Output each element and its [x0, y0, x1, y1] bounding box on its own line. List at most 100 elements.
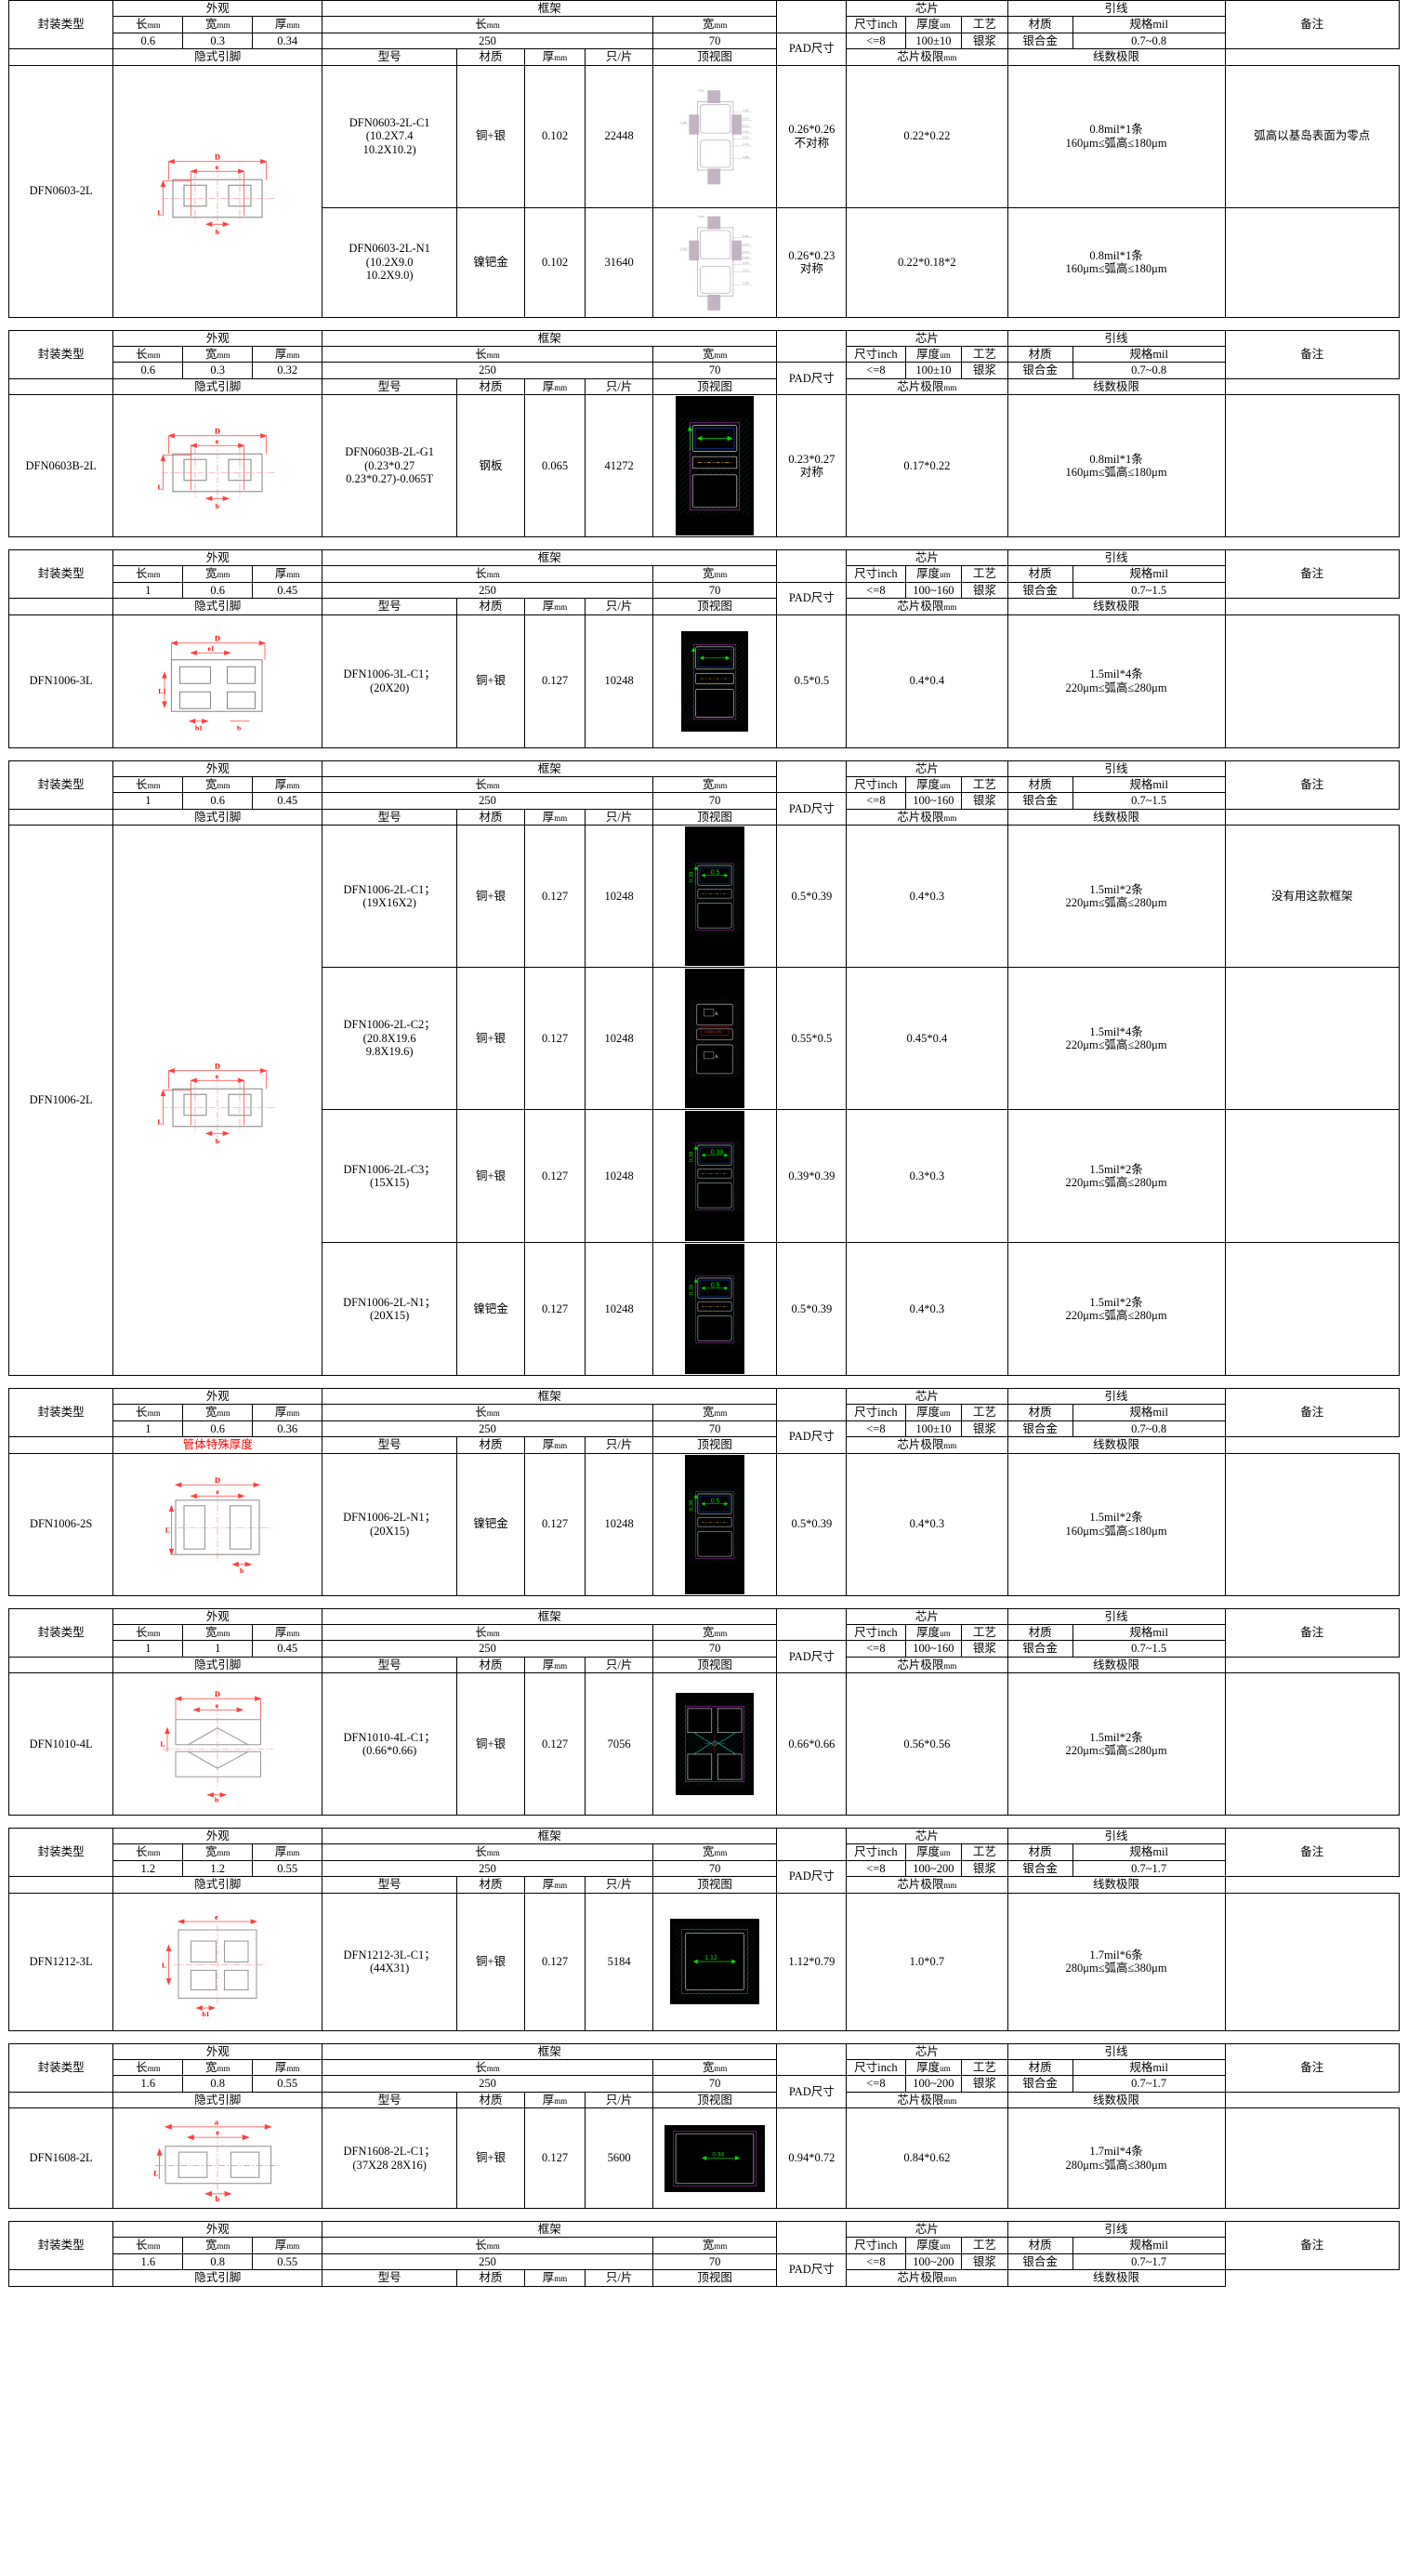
- svg-text:D: D: [215, 428, 220, 436]
- cell-package-type: DFN0603B-2L: [7, 394, 114, 537]
- header-values-row: 0.6 0.3 0.32 250 70 PAD尺寸 <=8 100±10 银浆 …: [9, 362, 1400, 395]
- val-appearance-width: 0.6: [182, 581, 254, 600]
- hdr-chip-process: 工艺: [961, 775, 1008, 794]
- cell-pad-size: 1.12*0.79: [776, 1892, 848, 2031]
- hdr-topview: 顶视图: [651, 1436, 778, 1454]
- package-block: 封装类型 外观 框架 芯片 引线 备注 长mm 宽mm 厚mm 长mm 宽mm …: [7, 548, 1401, 748]
- hidden-lead-header: 隐式引脚: [112, 1656, 323, 1674]
- val-chip-process: 银浆: [961, 2075, 1008, 2093]
- val-frame-length: 250: [322, 581, 653, 600]
- hdr-model: 型号: [322, 377, 458, 396]
- svg-text:a: a: [215, 2118, 219, 2127]
- svg-text:0.280: 0.280: [743, 108, 749, 112]
- val-appearance-width: 1.2: [182, 1859, 254, 1878]
- hdr-model: 型号: [322, 1656, 458, 1674]
- svg-text:0.5: 0.5: [711, 870, 720, 877]
- hdr-pcs: 只/片: [585, 808, 653, 826]
- hdr-chip-process: 工艺: [961, 2237, 1008, 2254]
- cell-material: 钢板: [456, 394, 525, 537]
- cell-pcs-per-sheet: 41272: [585, 394, 653, 537]
- svg-text:D: D: [215, 634, 220, 642]
- hdr-frame-width: 宽mm: [651, 775, 778, 794]
- cell-model: DFN1006-2L-N1； (20X15): [322, 1242, 458, 1376]
- cell-package-type: DFN1006-2S: [7, 1452, 114, 1596]
- hdr-wire-limit: 线数极限: [1007, 1876, 1226, 1894]
- hdr-wire-limit: 线数极限: [1007, 48, 1226, 66]
- svg-text:e: e: [216, 1072, 219, 1080]
- svg-text:L: L: [158, 483, 163, 492]
- topview-cad-drawing: 0.5 0.39: [685, 1454, 745, 1594]
- spacer-cell: [7, 377, 114, 396]
- col-pad-size: [776, 1388, 848, 1421]
- cell-material: 铜+银: [456, 614, 525, 748]
- cell-outline-drawing: a e L b: [112, 2107, 323, 2209]
- hdr-material: 材质: [456, 1876, 525, 1894]
- hdr-chip-process: 工艺: [961, 565, 1008, 583]
- cell-remark: [1224, 1672, 1401, 1816]
- spacer-cell: [7, 2269, 114, 2287]
- cell-material: 铜+银: [456, 1109, 525, 1243]
- cell-material: 镍钯金: [456, 1452, 525, 1596]
- svg-text:b1: b1: [195, 723, 203, 732]
- cell-remark: [1224, 1109, 1401, 1243]
- cell-pad-size: 0.5*0.39: [776, 825, 848, 968]
- cell-package-type: DFN1006-2L: [7, 825, 114, 1376]
- val-chip-process: 银浆: [961, 581, 1008, 600]
- cell-model: DFN1010-4L-C1； (0.66*0.66): [322, 1672, 458, 1816]
- cell-outline-drawing: D e L b: [112, 64, 323, 318]
- hdr-chip-process: 工艺: [961, 345, 1008, 363]
- detail-header-row: 隐式引脚 型号 材质 厚mm 只/片 顶视图 芯片极限mm 线数极限: [7, 808, 1400, 826]
- val-frame-length: 250: [322, 32, 653, 50]
- label-pad-size: PAD尺寸: [776, 32, 848, 66]
- svg-text:b1: b1: [203, 2010, 210, 2018]
- package-block-trailing: 封装类型 外观 框架 芯片 引线 备注 长mm 宽mm 厚mm 长mm 宽mm …: [7, 2220, 1401, 2287]
- val-appearance-thickness: 0.34: [252, 32, 323, 50]
- hdr-lead-spec-mil: 规格mil: [1072, 565, 1226, 583]
- hdr-appearance-thickness: 厚mm: [252, 1404, 323, 1421]
- group-header-row: 封装类型 外观 框架 芯片 引线 备注: [7, 1827, 1401, 1878]
- svg-text:0.5: 0.5: [711, 1498, 720, 1504]
- hdr-topview: 顶视图: [651, 1876, 778, 1894]
- group-remark: 备注: [1224, 548, 1401, 600]
- cell-thickness: 0.127: [523, 1672, 586, 1816]
- col-pad-size: [776, 2221, 848, 2254]
- header-values-row: 1 0.6 0.45 250 70 PAD尺寸 <=8 100~160 银浆 银…: [9, 581, 1400, 615]
- group-header-row: 封装类型 外观 框架 芯片 引线 备注: [7, 1607, 1401, 1658]
- cell-chip-limit: 0.3*0.3: [846, 1109, 1008, 1243]
- svg-text:b: b: [216, 227, 219, 235]
- topview-cad-drawing: 0.280 0.170 0.115 0.000 0.015 0.130 0.280 0.0…: [672, 208, 758, 316]
- cell-material: 铜+银: [456, 1672, 525, 1816]
- val-frame-length: 250: [322, 1640, 653, 1658]
- group-header-row: 封装类型 外观 框架 芯片 引线 备注: [7, 329, 1401, 379]
- group-chip: 芯片: [846, 2042, 1008, 2060]
- sub-header-row: 长mm 宽mm 厚mm 长mm 宽mm 尺寸inch 厚度um 工艺 材质 规格…: [9, 16, 1400, 33]
- cell-remark: [1224, 1242, 1401, 1376]
- hdr-appearance-width: 宽mm: [182, 345, 254, 363]
- val-frame-width: 70: [651, 362, 778, 379]
- hdr-appearance-thickness: 厚mm: [252, 1843, 323, 1861]
- spacer-cell: [7, 1436, 114, 1454]
- hdr-chip-size-inch: 尺寸inch: [846, 2237, 906, 2254]
- cell-pcs-per-sheet: 10248: [585, 614, 653, 748]
- group-lead: 引线: [1007, 2042, 1226, 2060]
- block-separator: [0, 2030, 1408, 2043]
- table-row: DFN1006-2L-C3； (15X15) 铜+银 0.127 10248 0.…: [9, 1109, 1401, 1243]
- hdr-chip-size-inch: 尺寸inch: [846, 565, 906, 583]
- svg-text:e1: e1: [208, 644, 215, 653]
- sub-header-row: 长mm 宽mm 厚mm 长mm 宽mm 尺寸inch 厚度um 工艺 材质 规格…: [9, 2237, 1400, 2254]
- group-frame: 框架: [322, 2042, 778, 2060]
- cell-topview: 0.5 0.39: [651, 825, 778, 968]
- group-lead: 引线: [1007, 2220, 1226, 2239]
- svg-text:L: L: [165, 1526, 170, 1534]
- group-lead: 引线: [1007, 1607, 1226, 1625]
- val-lead-spec-mil: 0.7~1.5: [1072, 581, 1226, 600]
- val-appearance-length: 1: [112, 792, 184, 810]
- hdr-lead-spec-mil: 规格mil: [1072, 1623, 1226, 1642]
- hdr-chip-limit: 芯片极限mm: [846, 1656, 1008, 1674]
- hdr-chip-size-inch: 尺寸inch: [846, 1623, 906, 1642]
- sub-header-row: 长mm 宽mm 厚mm 长mm 宽mm 尺寸inch 厚度um 工艺 材质 规格…: [9, 565, 1400, 583]
- sub-header-row: 长mm 宽mm 厚mm 长mm 宽mm 尺寸inch 厚度um 工艺 材质 规格…: [9, 1404, 1400, 1421]
- cell-wire-limit: 0.8mil*1条 160μm≤弧高≤180μm: [1007, 394, 1226, 537]
- sub-header-row: 长mm 宽mm 厚mm 长mm 宽mm 尺寸inch 厚度um 工艺 材质 规格…: [9, 1843, 1400, 1861]
- cell-thickness: 0.127: [523, 967, 586, 1110]
